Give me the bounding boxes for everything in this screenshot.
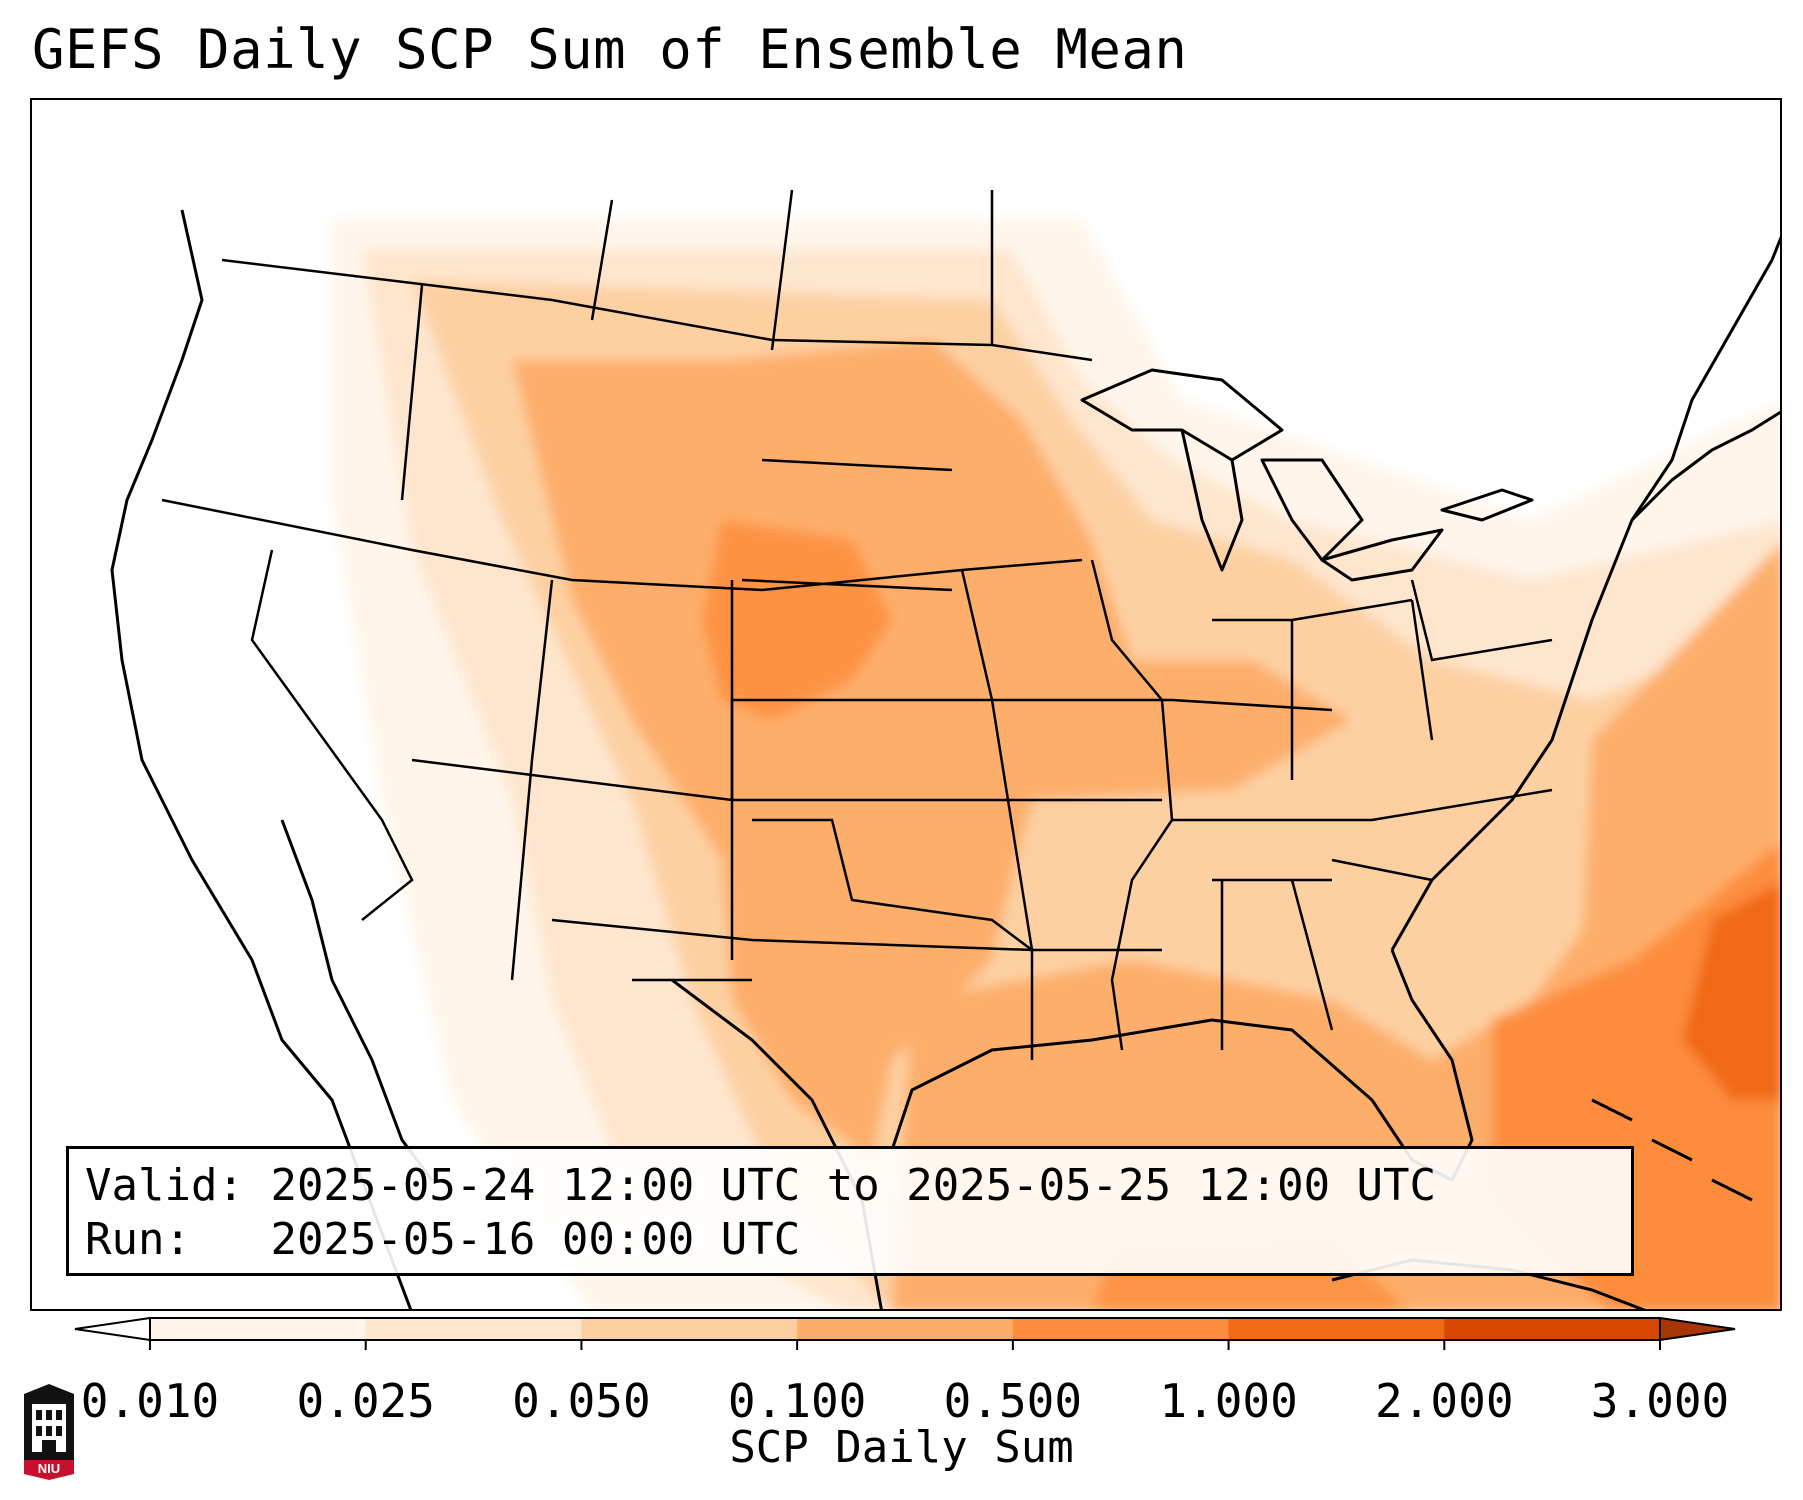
valid-run-info-box: Valid: 2025-05-24 12:00 UTC to 2025-05-2…	[66, 1146, 1634, 1276]
scp-shading	[332, 220, 1780, 1309]
colorbar-tick-label: 0.050	[512, 1374, 651, 1428]
colorbar-label: SCP Daily Sum	[729, 1422, 1074, 1473]
niu-logo: NIU	[24, 1384, 74, 1480]
state-borders	[161, 189, 1553, 1060]
valid-label: Valid:	[85, 1160, 244, 1211]
colorbar-tick-label: 0.025	[296, 1374, 435, 1428]
colorbar-tick-label: 0.500	[943, 1374, 1083, 1428]
colorbar-tick-label: 3.000	[1590, 1374, 1730, 1428]
colorbar-segment	[1444, 1318, 1661, 1340]
niu-logo-text: NIU	[38, 1461, 60, 1476]
colorbar-segment	[365, 1318, 582, 1340]
colorbar-segment	[150, 1318, 367, 1340]
colorbar-segment	[1228, 1318, 1445, 1340]
valid-value: 2025-05-24 12:00 UTC to 2025-05-25 12:00…	[270, 1160, 1437, 1211]
colorbar-tick-label: 0.010	[80, 1374, 220, 1428]
colorbar-segment	[797, 1318, 1014, 1340]
run-label: Run:	[85, 1214, 191, 1265]
scp-field-map	[32, 100, 1780, 1309]
run-value: 2025-05-16 00:00 UTC	[270, 1214, 801, 1265]
scp-region-orange-plains	[702, 520, 892, 720]
colorbar	[0, 1310, 1803, 1500]
scp-region-dark	[1682, 882, 1780, 1100]
colorbar-tick-label: 2.000	[1375, 1374, 1514, 1428]
colorbar-segment	[581, 1318, 798, 1340]
colorbar-outline	[149, 1317, 1661, 1341]
colorbar-segment	[1012, 1318, 1230, 1340]
colorbar-tick-label: 0.100	[727, 1374, 867, 1428]
colorbar-extend-low	[74, 1316, 151, 1342]
map-panel	[30, 98, 1782, 1311]
colorbar-graphic	[74, 1316, 1736, 1350]
colorbar-tick-label: 1.000	[1159, 1374, 1298, 1428]
colorbar-extend-high	[1659, 1316, 1736, 1342]
map-title: GEFS Daily SCP Sum of Ensemble Mean	[32, 18, 1188, 81]
